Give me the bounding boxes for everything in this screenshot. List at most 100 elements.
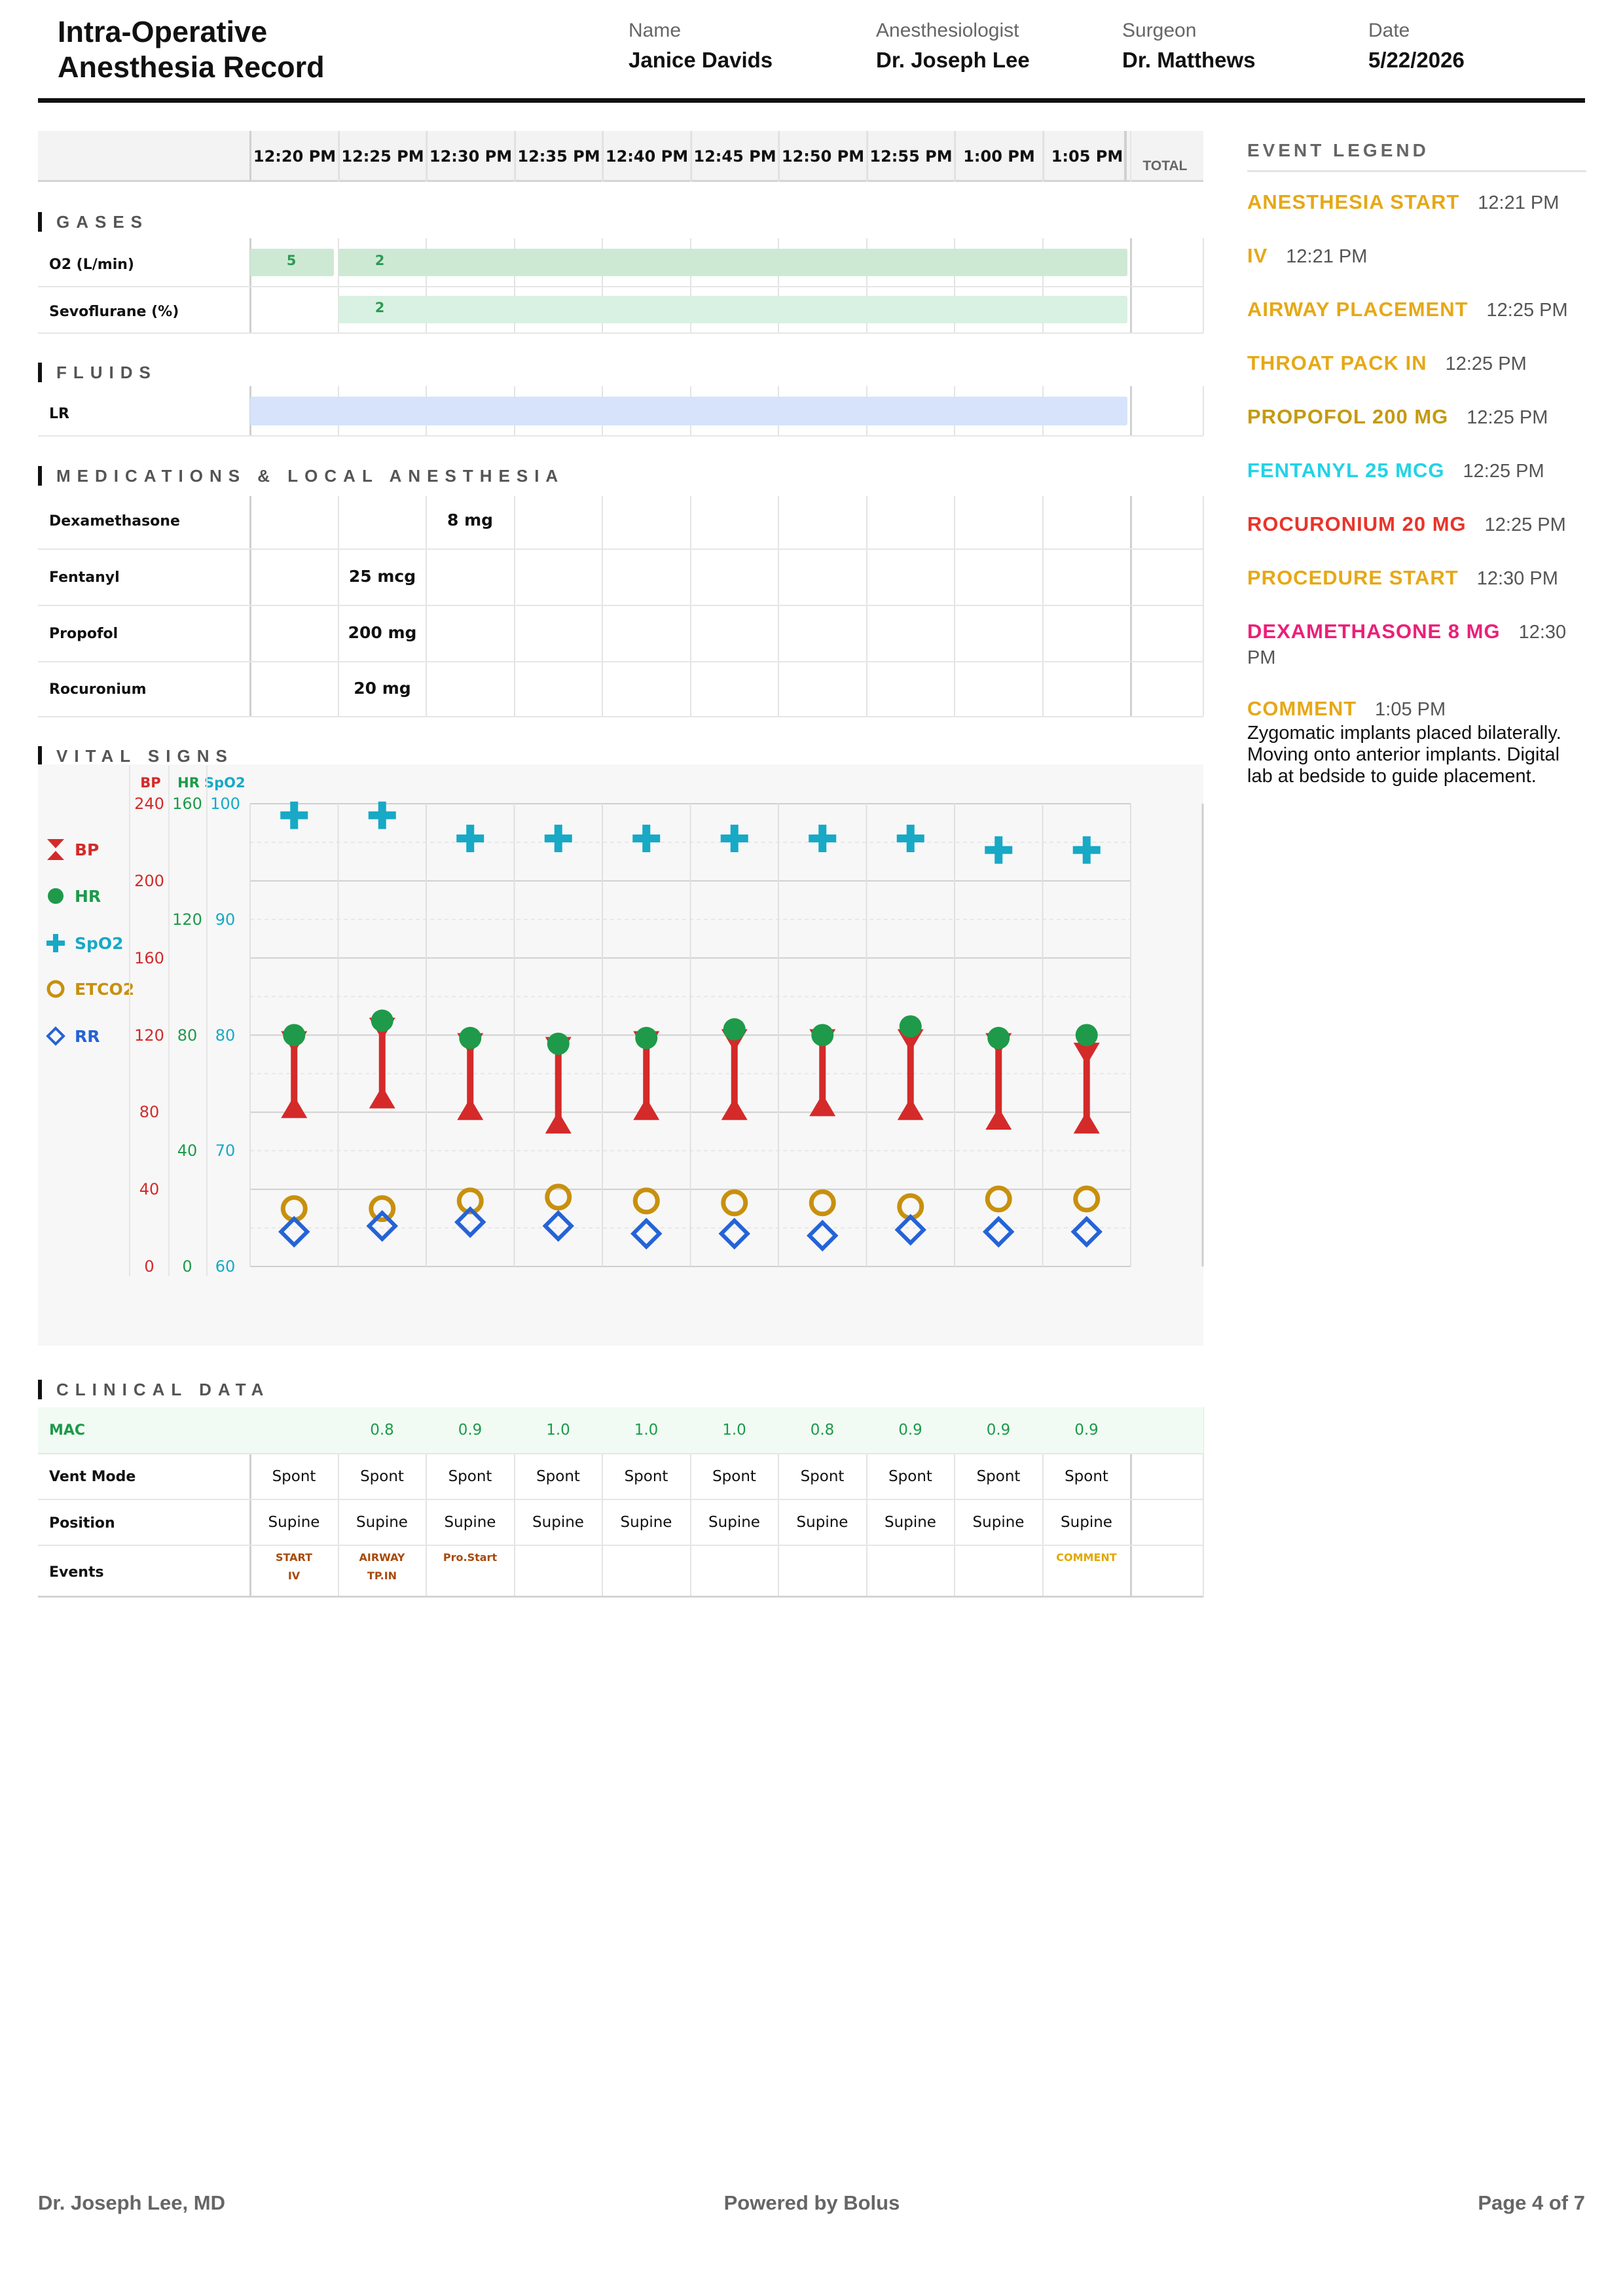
- bp-diastolic-marker: [281, 1096, 308, 1119]
- axis-tick-label: 160: [134, 948, 164, 967]
- position-cell: Supine: [708, 1514, 760, 1531]
- event-legend-item: IV 12:21 PM: [1247, 245, 1586, 271]
- title-line-1: Intra-Operative: [58, 15, 268, 48]
- grid-line: [689, 496, 691, 716]
- grid-line: [954, 496, 955, 716]
- event-name: PROPOFOL 200 MG: [1247, 405, 1449, 428]
- grid-line: [1130, 386, 1132, 435]
- position-cell: Supine: [972, 1514, 1025, 1531]
- time-column-header: 12:35 PM: [514, 131, 602, 182]
- o2-bar-2: [338, 249, 1127, 276]
- time-column-header: 12:55 PM: [866, 131, 955, 182]
- axis-tick-label: 40: [177, 1141, 198, 1160]
- event-time: 12:25 PM: [1484, 514, 1566, 535]
- patient-name-label: Name: [629, 20, 682, 41]
- position-cell: Supine: [444, 1514, 496, 1531]
- header-divider: [38, 98, 1585, 103]
- surgeon-field: Surgeon Dr. Matthews: [1122, 18, 1256, 75]
- etco2-point: [545, 1183, 572, 1211]
- sevoflurane-value: 2: [374, 300, 385, 315]
- time-column-header: 12:40 PM: [602, 131, 690, 182]
- grid-line: [1042, 496, 1044, 716]
- rr-point: [454, 1206, 486, 1238]
- axis-tick-label: 60: [215, 1257, 236, 1276]
- med-row-label-dexamethasone: Dexamethasone: [49, 513, 180, 529]
- hr-point: [899, 1015, 922, 1038]
- mac-cell: 1.0: [722, 1422, 746, 1439]
- mac-row-label: MAC: [49, 1422, 86, 1439]
- mac-cell: 0.8: [370, 1422, 394, 1439]
- grid-line: [602, 1407, 603, 1597]
- event-tag-line-2: IV: [287, 1570, 301, 1582]
- axis-tick-label: 70: [215, 1141, 236, 1160]
- bp-diastolic-marker: [457, 1098, 484, 1121]
- events-row-label: Events: [49, 1564, 104, 1581]
- axis-tick-label: 0: [144, 1257, 155, 1276]
- time-column-header: 1:05 PM: [1042, 131, 1131, 182]
- grid-line: [954, 238, 955, 332]
- event-tag-line-2: TP.IN: [367, 1570, 397, 1582]
- vent-mode-cell: Spont: [712, 1468, 756, 1485]
- event-name: FENTANYL 25 MCG: [1247, 459, 1445, 482]
- med-row-label-propofol: Propofol: [49, 626, 119, 642]
- surgeon-value: Dr. Matthews: [1122, 48, 1256, 72]
- position-cell: Supine: [268, 1514, 320, 1531]
- event-name: ANESTHESIA START: [1247, 190, 1460, 213]
- surgeon-label: Surgeon: [1122, 20, 1197, 41]
- med-value-propofol: 200 mg: [348, 623, 417, 642]
- mac-cell: 0.9: [898, 1422, 922, 1439]
- mac-cell: 0.9: [986, 1422, 1011, 1439]
- grid-line: [1042, 238, 1044, 332]
- comment-note: Zygomatic implants placed bilaterally. M…: [1247, 723, 1561, 787]
- hr-point: [723, 1018, 746, 1041]
- o2-value-1: 5: [286, 253, 297, 268]
- bp-diastolic-marker: [985, 1107, 1012, 1130]
- position-row-label: Position: [49, 1515, 115, 1532]
- fluids-section-title: FLUIDS: [38, 363, 157, 382]
- anesthesiologist-label: Anesthesiologist: [876, 20, 1019, 41]
- clinical-data-section-title: CLINICAL DATA: [38, 1380, 270, 1399]
- med-value-dexamethasone: 8 mg: [447, 511, 494, 529]
- position-cell: Supine: [620, 1514, 672, 1531]
- grid-line: [249, 238, 251, 332]
- spo2-marker-icon: [46, 934, 65, 952]
- grid-line: [337, 131, 339, 182]
- bp-diastolic-marker: [721, 1098, 748, 1121]
- event-tag[interactable]: COMMENT: [1043, 1549, 1131, 1567]
- spo2-point: [456, 834, 484, 843]
- axis-tick-label: 40: [139, 1180, 160, 1199]
- bp-marker-icon: [47, 839, 64, 860]
- grid-line: [1130, 131, 1131, 182]
- etco2-point: [369, 1195, 396, 1223]
- bp-diastolic-marker: [897, 1098, 924, 1121]
- time-column-header: 12:50 PM: [778, 131, 866, 182]
- mac-cell: 1.0: [634, 1422, 659, 1439]
- o2-row-label: O2 (L/min): [49, 257, 134, 273]
- spo2-point: [280, 811, 308, 819]
- event-tag[interactable]: START IV: [250, 1549, 338, 1585]
- grid-line: [1203, 1407, 1204, 1597]
- grid-line: [1203, 496, 1204, 716]
- rr-point: [718, 1217, 750, 1250]
- spo2-point: [1072, 846, 1101, 854]
- grid-line: [689, 1407, 691, 1597]
- title-line-2: Anesthesia Record: [58, 50, 325, 84]
- axis-tick-label: 100: [210, 795, 240, 813]
- legend-hr: HR: [46, 886, 101, 906]
- footer-powered-by: Powered by Bolus: [723, 2191, 900, 2214]
- vent-mode-cell: Spont: [624, 1468, 668, 1485]
- o2-bar-1: [250, 249, 334, 276]
- vent-mode-cell: Spont: [536, 1468, 580, 1485]
- event-legend-item: DEXAMETHASONE 8 MG 12:30 PM: [1247, 620, 1586, 672]
- sevoflurane-row-label: Sevoflurane (%): [49, 304, 179, 320]
- row-divider: [38, 332, 1203, 334]
- grid-line: [954, 1407, 955, 1597]
- grid-line: [866, 1407, 867, 1597]
- event-name: COMMENT: [1247, 697, 1357, 720]
- event-tag[interactable]: Pro.Start: [426, 1549, 514, 1567]
- axis-tick-label: 80: [177, 1026, 198, 1045]
- grid-line: [1203, 386, 1204, 435]
- event-tag[interactable]: AIRWAY TP.IN: [338, 1549, 426, 1585]
- event-time: 12:25 PM: [1445, 353, 1527, 374]
- event-legend-item: THROAT PACK IN 12:25 PM: [1247, 352, 1586, 378]
